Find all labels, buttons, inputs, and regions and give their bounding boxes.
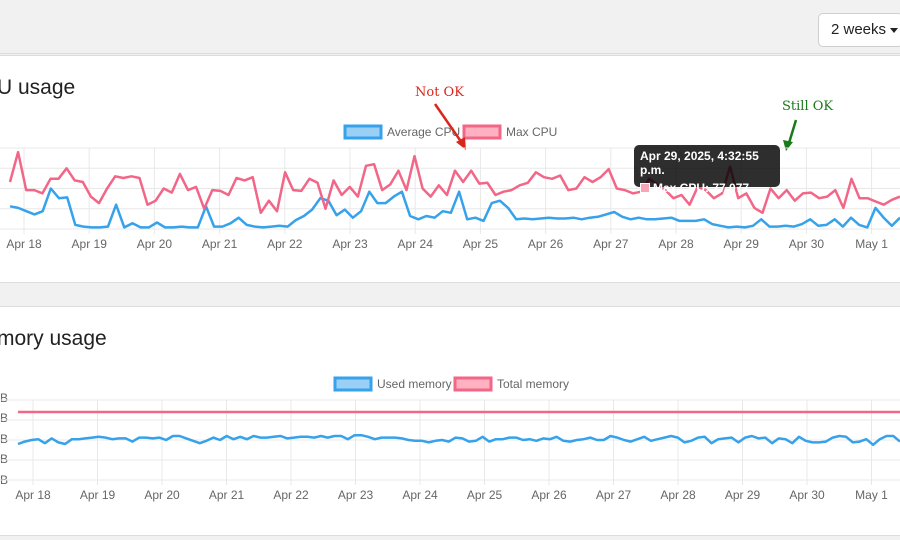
memory-panel-title: mory usage [0,327,107,350]
time-range-label: 2 weeks [831,21,887,38]
tooltip-value: Max CPU: 77,077 [653,181,750,195]
caret-down-icon [890,27,899,33]
top-bar: 2 weeks [0,0,900,54]
time-range-dropdown[interactable]: 2 weeks [818,13,900,47]
memory-usage-panel: mory usage [0,306,900,536]
tooltip-title: Apr 29, 2025, 4:32:55 p.m. [640,149,759,177]
cpu-panel-title: U usage [0,76,76,99]
page-bottom [0,536,900,540]
chart-tooltip: Apr 29, 2025, 4:32:55 p.m. Max CPU: 77,0… [634,145,780,195]
tooltip-swatch [640,183,650,193]
tooltip-row: Max CPU: 77,077 [640,181,774,195]
